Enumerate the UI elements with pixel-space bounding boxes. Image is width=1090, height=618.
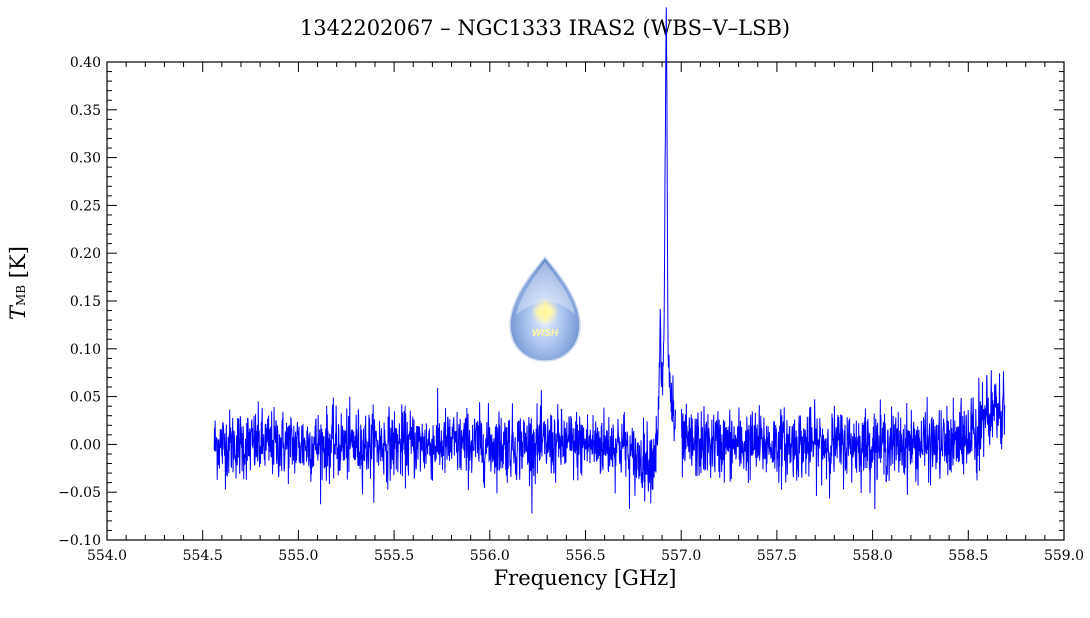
- x-tick-label: 558.5: [948, 548, 988, 564]
- y-tick-label: 0.00: [70, 437, 101, 453]
- wish-logo: WISH: [509, 255, 581, 362]
- y-tick-label: 0.15: [70, 294, 101, 310]
- y-tick-label: 0.10: [70, 342, 101, 358]
- y-tick-label: 0.25: [70, 198, 101, 214]
- y-tick-label: 0.05: [70, 390, 101, 406]
- y-tick-label: −0.05: [58, 485, 101, 501]
- y-axis-label: TMB [K]: [6, 246, 30, 320]
- y-axis-subscript: MB: [14, 284, 28, 306]
- y-tick-label: 0.30: [70, 151, 101, 167]
- y-tick-label: 0.40: [70, 55, 101, 71]
- x-tick-label: 556.0: [470, 548, 510, 564]
- chart-title: 1342202067 – NGC1333 IRAS2 (WBS–V–LSB): [299, 16, 791, 40]
- x-tick-label: 555.5: [374, 548, 414, 564]
- x-tick-label: 554.5: [183, 548, 223, 564]
- x-tick-label: 559.0: [1044, 548, 1084, 564]
- spectrum-series-line: [213, 7, 1006, 514]
- x-tick-labels: 554.0 554.5 555.0 555.5 556.0 556.5 557.0 557.5…: [87, 548, 1084, 564]
- x-tick-label: 557.0: [661, 548, 701, 564]
- x-tick-label: 558.0: [853, 548, 893, 564]
- axis-ticks: [106, 61, 1065, 541]
- x-tick-label: 557.5: [757, 548, 797, 564]
- x-tick-label: 555.0: [278, 548, 318, 564]
- y-axis-unit: [K]: [6, 246, 30, 279]
- x-tick-label: 556.5: [565, 548, 605, 564]
- y-tick-label: 0.35: [70, 103, 101, 119]
- y-tick-label: −0.10: [58, 533, 101, 549]
- y-axis-symbol: T: [6, 305, 30, 320]
- y-tick-labels: −0.10 −0.05 0.00 0.05 0.10 0.15 0.20 0.25 0.30 0.…: [58, 55, 101, 549]
- x-tick-label: 554.0: [87, 548, 127, 564]
- x-axis-label: Frequency [GHz]: [493, 566, 677, 590]
- y-tick-label: 0.20: [70, 246, 101, 262]
- logo-text: WISH: [532, 328, 559, 339]
